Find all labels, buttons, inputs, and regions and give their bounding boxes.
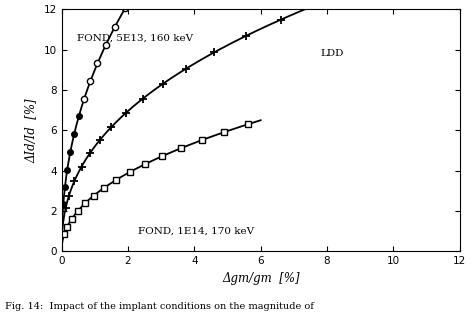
Y-axis label: ΔId/Id  [%]: ΔId/Id [%]: [25, 98, 38, 163]
Text: FOND, 1E14, 170 keV: FOND, 1E14, 170 keV: [138, 227, 254, 236]
X-axis label: Δgm/gm  [%]: Δgm/gm [%]: [222, 272, 300, 284]
Text: Fig. 14:  Impact of the implant conditions on the magnitude of: Fig. 14: Impact of the implant condition…: [5, 302, 314, 311]
Text: LDD: LDD: [320, 49, 344, 58]
Text: FOND, 5E13, 160 keV: FOND, 5E13, 160 keV: [76, 34, 192, 43]
